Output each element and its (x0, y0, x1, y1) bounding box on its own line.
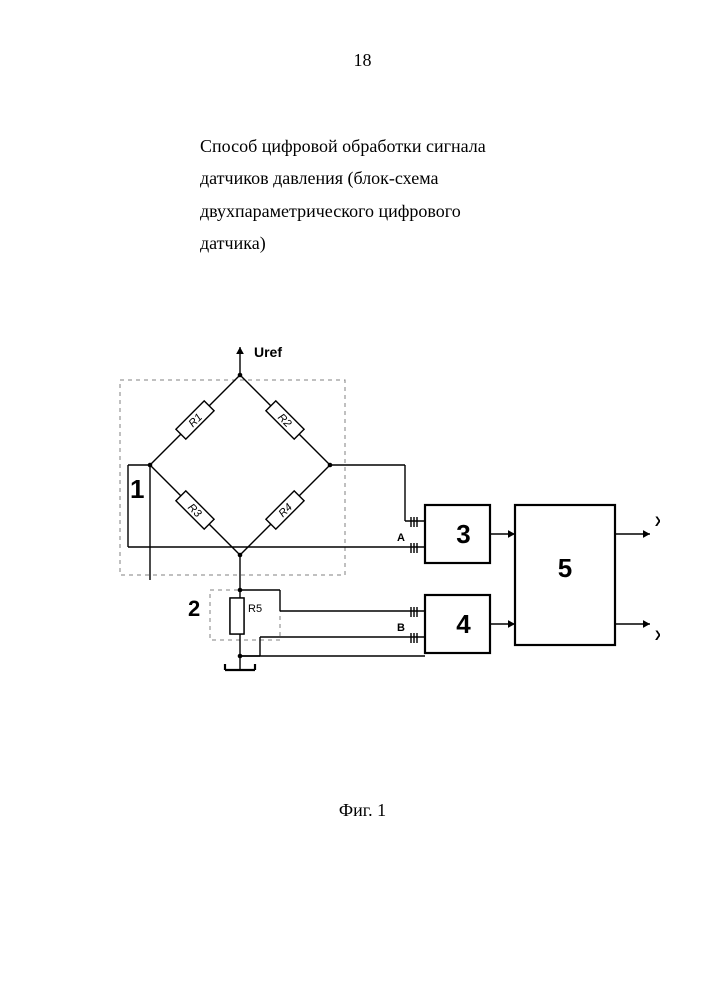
svg-text:1: 1 (130, 474, 144, 504)
svg-text:X1: X1 (655, 513, 660, 529)
circuit-diagram: R1R2R3R4Uref1R52AB345X1X2 (70, 330, 660, 760)
svg-text:2: 2 (188, 596, 200, 621)
svg-text:B: B (397, 622, 405, 634)
svg-text:A: A (397, 532, 405, 544)
title-line-2: датчиков давления (блок-схема (200, 162, 560, 194)
title-block: Способ цифровой обработки сигнала датчик… (200, 130, 560, 260)
svg-text:X2: X2 (655, 627, 660, 643)
page-number: 18 (0, 50, 725, 71)
svg-text:R5: R5 (248, 603, 262, 615)
title-line-1: Способ цифровой обработки сигнала (200, 130, 560, 162)
svg-text:4: 4 (456, 609, 471, 639)
figure-caption: Фиг. 1 (0, 800, 725, 821)
title-line-4: датчика) (200, 227, 560, 259)
svg-text:3: 3 (456, 519, 470, 549)
svg-text:5: 5 (558, 553, 572, 583)
title-line-3: двухпараметрического цифрового (200, 195, 560, 227)
svg-text:Uref: Uref (254, 344, 282, 360)
